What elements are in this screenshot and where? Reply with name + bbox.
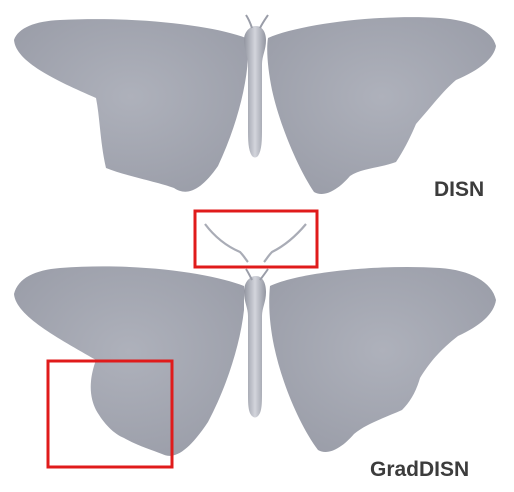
graddisn-butterfly-render xyxy=(14,266,496,469)
disn-antenna-right xyxy=(259,14,269,29)
inset-wing-fragment-left xyxy=(204,223,249,263)
graddisn-method-label: GradDISN xyxy=(370,458,470,481)
disn-method-label: DISN xyxy=(434,178,485,201)
disn-body xyxy=(244,26,266,158)
disn-highlight-box xyxy=(193,209,319,269)
disn-left-wing xyxy=(14,19,248,192)
graddisn-right-wing xyxy=(269,266,496,453)
disn-right-wing xyxy=(267,17,496,195)
disn-zoom-inset xyxy=(193,209,319,269)
graddisn-antenna-right xyxy=(259,268,269,281)
graddisn-body xyxy=(244,276,266,418)
disn-antenna-left xyxy=(245,14,253,29)
disn-butterfly-render xyxy=(14,14,496,195)
graddisn-antenna-left xyxy=(245,268,253,281)
inset-wing-fragment-right xyxy=(263,223,307,263)
graddisn-highlight-box xyxy=(46,359,174,469)
